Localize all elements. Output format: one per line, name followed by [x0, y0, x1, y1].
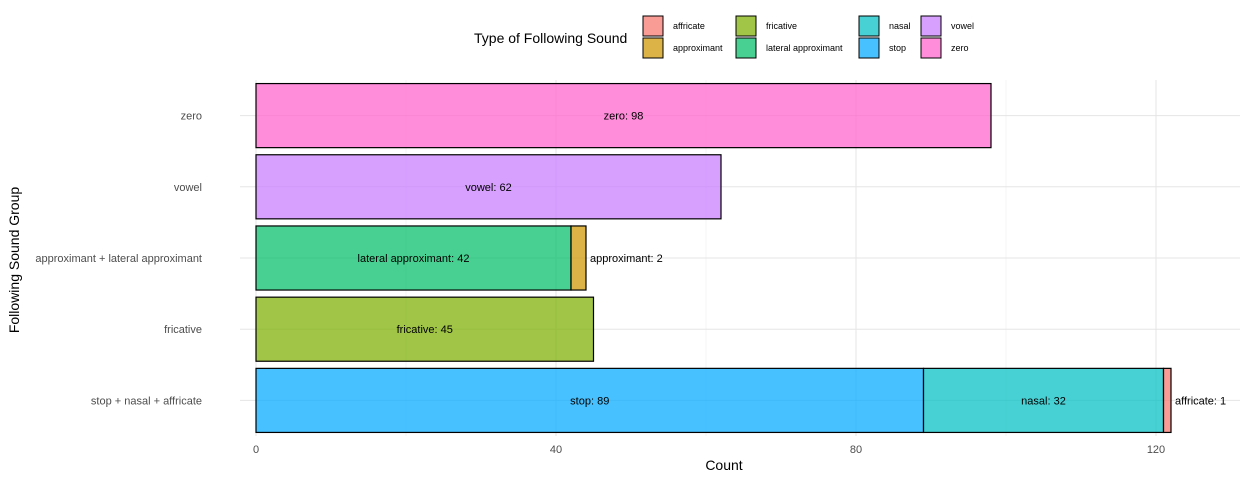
bar-labels: stop: 89 nasal: 32 affricate: 1 fricative: … [358, 111, 1227, 408]
y-axis-title: Following Sound Group [6, 187, 22, 334]
bar-data-label: zero: 98 [604, 111, 644, 123]
legend-label: affricate [673, 21, 705, 31]
legend-label: lateral approximant [766, 43, 843, 53]
legend-key [642, 37, 664, 59]
legend-title: Type of Following Sound [474, 30, 627, 46]
legend-key [735, 37, 757, 59]
legend-item-vowel: vowel [920, 15, 974, 37]
bars [255, 82, 1172, 434]
x-tick-label: 80 [850, 444, 862, 456]
y-tick-label: stop + nasal + affricate [91, 395, 202, 407]
legend-key [858, 15, 880, 37]
legend-item-approximant: approximant [642, 37, 723, 59]
bar-data-label: vowel: 62 [465, 182, 511, 194]
legend-item-stop: stop [858, 37, 906, 59]
bar-segment-approximant [570, 225, 587, 291]
legend-key [858, 37, 880, 59]
legend-item-zero: zero [920, 37, 969, 59]
legend-label: stop [889, 43, 906, 53]
legend-key [920, 37, 942, 59]
legend-key [642, 15, 664, 37]
legend-label: nasal [889, 21, 911, 31]
legend-item-affricate: affricate [642, 15, 705, 37]
y-tick-label: vowel [174, 182, 202, 194]
y-tick-label: approximant + lateral approximant [35, 253, 202, 265]
bar-segment-vowel [255, 154, 722, 220]
legend-key [735, 15, 757, 37]
x-tick-label: 40 [550, 444, 562, 456]
bar-data-label: lateral approximant: 42 [358, 253, 470, 265]
bar-segment-zero [255, 82, 992, 149]
bar-data-label: nasal: 32 [1021, 395, 1066, 407]
legend-label: approximant [673, 43, 723, 53]
legend-label: zero [951, 43, 969, 53]
bar-data-label: affricate: 1 [1175, 395, 1226, 407]
bar-segment-lateral-approximant [255, 225, 572, 291]
bar-data-label: fricative: 45 [397, 324, 453, 336]
y-axis-tick-labels: stop + nasal + affricate fricative approxi… [35, 111, 202, 408]
legend-label: vowel [951, 21, 974, 31]
x-axis-title: Count [705, 457, 742, 473]
y-tick-label: zero [181, 111, 202, 123]
x-axis-tick-labels: 0 40 80 120 [253, 444, 1165, 456]
x-tick-label: 120 [1147, 444, 1165, 456]
bar-segment-affricate [1162, 367, 1172, 434]
legend-key [920, 15, 942, 37]
y-tick-label: fricative [164, 324, 202, 336]
bar-data-label: approximant: 2 [590, 253, 663, 265]
legend-label: fricative [766, 21, 797, 31]
bar-segment-fricative [255, 296, 595, 362]
bar-segment-nasal [922, 367, 1165, 434]
legend-item-nasal: nasal [858, 15, 911, 37]
bar-data-label: stop: 89 [570, 395, 609, 407]
legend: Type of Following Sound affricate approxi… [474, 15, 974, 59]
x-tick-label: 0 [253, 444, 259, 456]
bar-segment-stop [255, 367, 925, 434]
legend-item-lateral-approximant: lateral approximant [735, 37, 843, 59]
legend-item-fricative: fricative [735, 15, 797, 37]
